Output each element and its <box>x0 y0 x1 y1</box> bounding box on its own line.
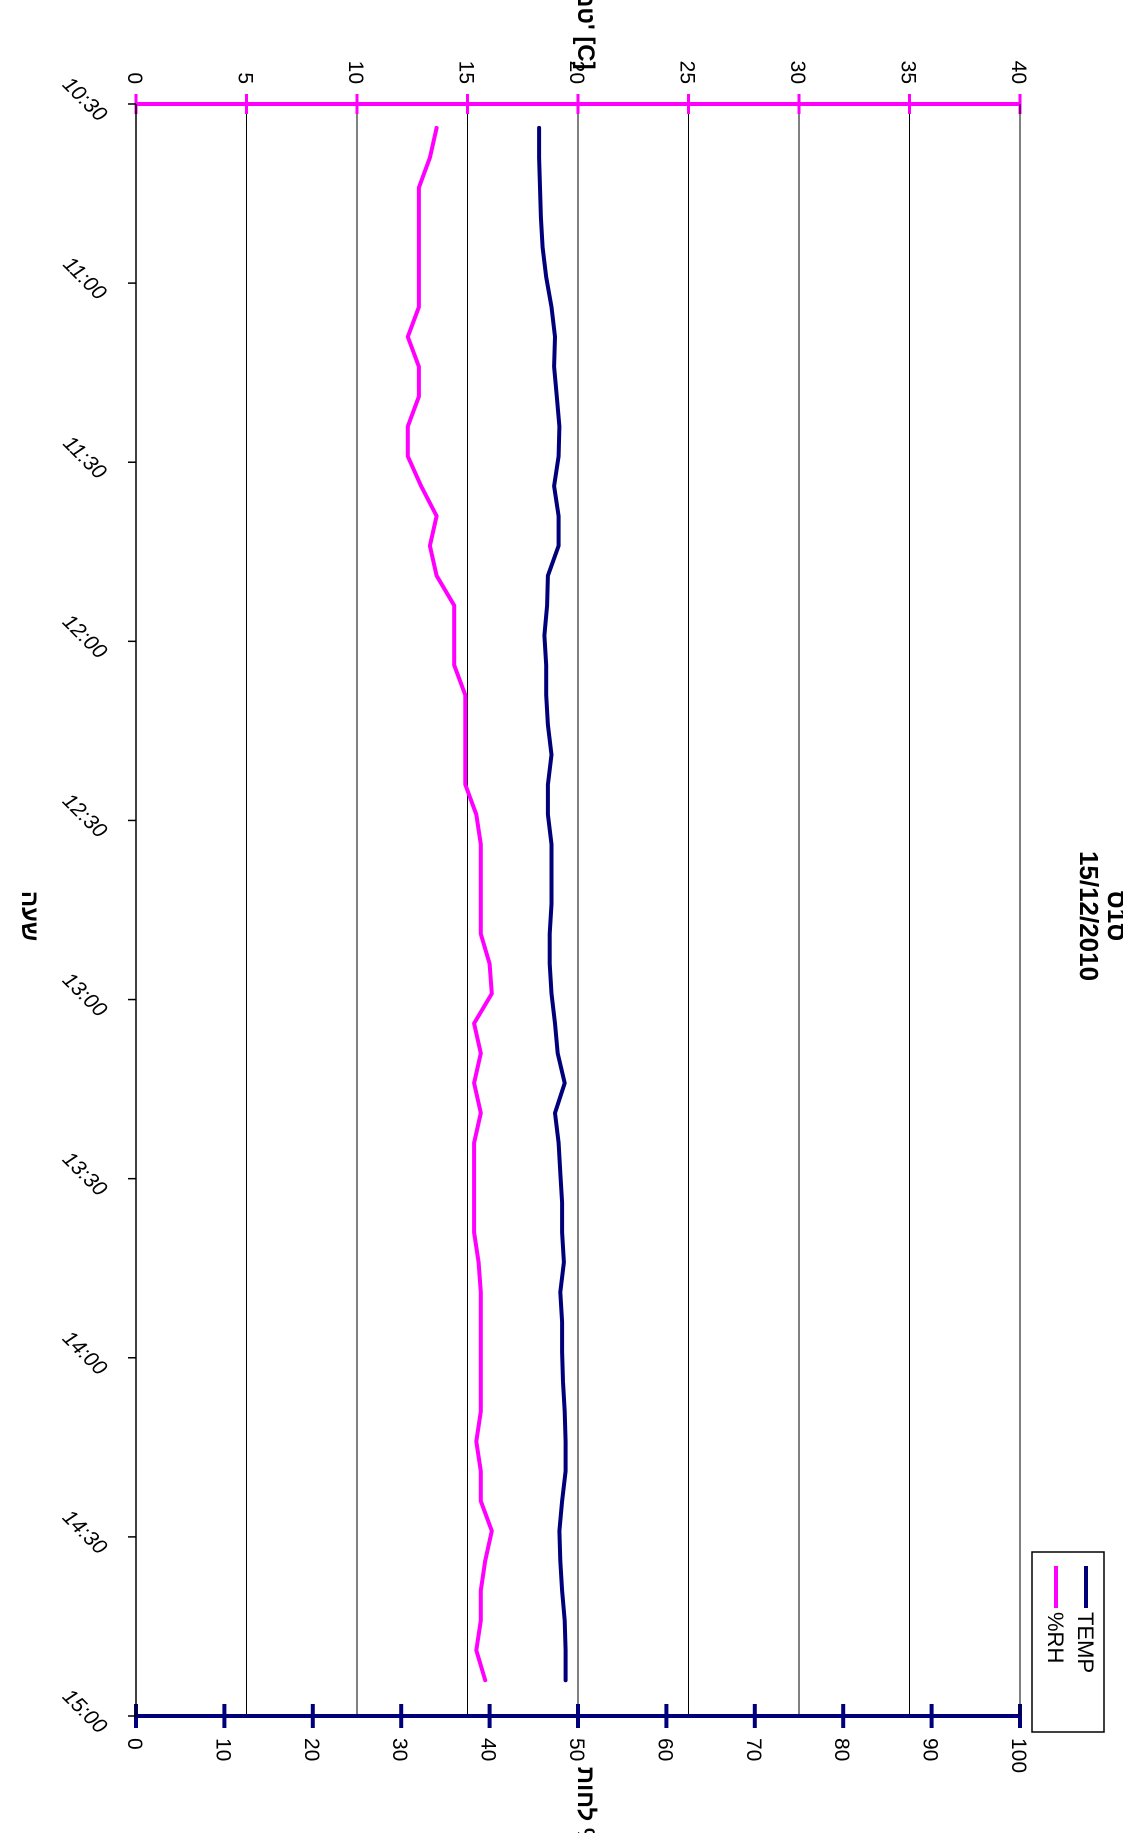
y-left-tick-label: 40 <box>477 1738 500 1761</box>
legend-label-rh: %RH <box>1043 1612 1068 1663</box>
series-temp-line <box>537 125 568 1683</box>
x-tick-label: 10:30 <box>58 73 112 127</box>
y-left-tick-label: 20 <box>300 1738 323 1761</box>
y-left-tick-label: 80 <box>830 1738 853 1761</box>
x-tick-label: 15:00 <box>58 1685 112 1739</box>
legend-box <box>1031 1551 1105 1733</box>
legend-item-rh: %RH <box>1043 1566 1068 1663</box>
y-right-tick-label: 5 <box>234 72 257 84</box>
y-left-tick-label: 10 <box>211 1738 234 1761</box>
y-right-tick-label: 25 <box>676 61 699 84</box>
x-tick-label: 12:30 <box>58 789 112 843</box>
y-left-tick-label: 50 <box>565 1738 588 1761</box>
y-right-tick-label: 0 <box>123 72 146 84</box>
y-right-tick-label: 35 <box>897 61 920 84</box>
legend-label-temp: TEMP <box>1073 1612 1098 1673</box>
y-left-axis-title: לחות % <box>572 1767 599 1833</box>
y-left-tick-label: 60 <box>653 1738 676 1761</box>
y-left-tick-label: 0 <box>123 1738 146 1750</box>
y-left-tick-label: 30 <box>388 1738 411 1761</box>
axis-ticks: 0 10 20 30 40 50 60 70 80 90 100 0 5 10 15 20 25 30 35 40 10… <box>58 61 1030 1773</box>
x-tick-label: 13:00 <box>58 968 112 1022</box>
y-right-tick-label: 20 <box>565 61 588 84</box>
y-left-tick-label: 100 <box>1007 1738 1030 1773</box>
legend: TEMP %RH <box>1031 1551 1105 1733</box>
legend-item-temp: TEMP <box>1073 1566 1098 1673</box>
x-tick-label: 11:30 <box>58 431 111 484</box>
axes <box>135 102 1021 1718</box>
chart-title: ס1ס 15/12/2010 <box>1074 851 1123 981</box>
chart-title-line-2: 15/12/2010 <box>1074 851 1104 981</box>
y-right-tick-label: 15 <box>455 61 478 84</box>
series-rh-line <box>405 125 494 1683</box>
x-tick-label: 14:30 <box>58 1506 112 1560</box>
y-right-tick-label: 30 <box>786 61 809 84</box>
x-tick-label: 13:30 <box>58 1147 112 1201</box>
x-axis-title: שעה <box>16 891 43 941</box>
y-right-tick-label: 10 <box>344 61 367 84</box>
series-lines <box>405 125 568 1683</box>
y-right-tick-label: 40 <box>1007 61 1030 84</box>
chart-title-line-1: ס1ס <box>1102 891 1123 942</box>
y-left-tick-label: 90 <box>919 1738 942 1761</box>
gridlines <box>246 104 910 1716</box>
x-tick-label: 11:00 <box>58 252 111 305</box>
x-tick-label: 14:00 <box>58 1326 112 1380</box>
x-tick-label: 12:00 <box>58 610 112 664</box>
y-right-axis-title: טמפ' [C] <box>572 0 599 70</box>
y-left-tick-label: 70 <box>742 1738 765 1761</box>
